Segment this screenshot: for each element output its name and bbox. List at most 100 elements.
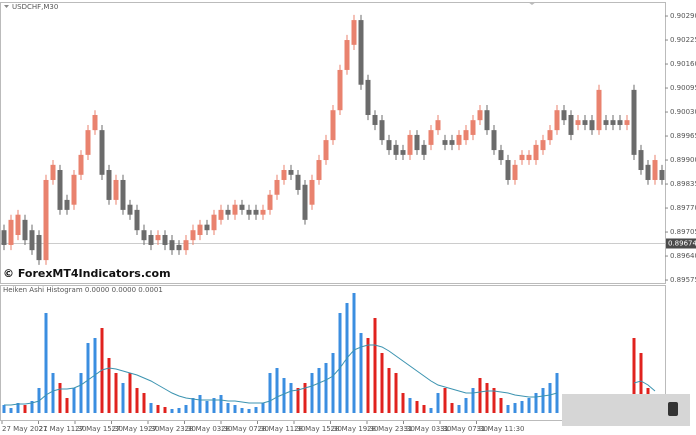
candle-body	[386, 140, 392, 151]
histogram-bar	[107, 358, 111, 413]
histogram-bar	[359, 333, 363, 413]
candle-body	[652, 160, 658, 180]
histogram-bar	[471, 388, 475, 413]
candle-body	[365, 79, 371, 115]
x-tick-label: 27 May 19:30	[112, 425, 160, 433]
candle-body	[127, 204, 133, 215]
histogram-bar	[156, 405, 160, 413]
candle-body	[323, 140, 329, 161]
x-tick-label: 28 May 19:30	[331, 425, 379, 433]
histogram-bar	[163, 407, 167, 413]
candle-body	[155, 234, 161, 241]
histogram-bar	[422, 405, 426, 413]
y-tick-label: 0.89965	[670, 132, 696, 140]
histogram-bar	[135, 388, 139, 413]
histogram-bar	[429, 408, 433, 413]
candle-body	[519, 154, 525, 161]
current-price-box	[666, 238, 696, 249]
candle-body	[631, 89, 637, 155]
histogram-bar	[233, 405, 237, 413]
x-tick-label: 28 May 15:30	[294, 425, 342, 433]
histogram-bar	[373, 318, 377, 413]
candle-body	[344, 40, 350, 70]
histogram-bar	[310, 373, 314, 413]
histogram-bar	[366, 338, 370, 413]
histogram-bar	[198, 395, 202, 413]
candle-body	[218, 209, 224, 220]
histogram-bar	[303, 383, 307, 413]
candle-body	[526, 154, 532, 161]
histogram-bar	[247, 409, 251, 413]
y-tick-label: 0.89705	[670, 228, 696, 236]
candle-body	[540, 140, 546, 151]
histogram-bar	[401, 393, 405, 413]
candle-body	[232, 204, 238, 215]
candle-body	[498, 150, 504, 161]
histogram-bar	[415, 401, 419, 413]
y-tick-label: 0.90225	[670, 36, 696, 44]
candle-body	[71, 174, 77, 205]
candle-body	[197, 224, 203, 235]
histogram-bar	[170, 409, 174, 413]
candle-body	[134, 209, 140, 231]
histogram-bar	[443, 388, 447, 413]
histogram-bar	[212, 398, 216, 413]
histogram-bar	[86, 343, 90, 413]
x-tick-label: 31 May 11:30	[477, 425, 525, 433]
candle-body	[239, 204, 245, 210]
histogram-bar	[289, 383, 293, 413]
histogram-bar	[191, 398, 195, 413]
x-tick-label: 28 May 23:30	[367, 425, 415, 433]
histogram-bar	[317, 368, 321, 413]
histogram-bar	[408, 398, 412, 413]
histogram-bar	[632, 338, 636, 413]
candle-body	[421, 144, 427, 155]
candle-body	[358, 20, 364, 85]
histogram-bar	[142, 393, 146, 413]
histogram-bar	[240, 408, 244, 413]
histogram-bar	[387, 368, 391, 413]
candle-body	[92, 114, 98, 131]
histogram-bar	[23, 405, 27, 413]
candle-body	[659, 170, 665, 180]
histogram-bar	[296, 388, 300, 413]
candle-body	[22, 219, 28, 241]
candle-body	[36, 234, 42, 261]
histogram-bar	[79, 373, 83, 413]
candle-body	[554, 110, 560, 131]
y-tick-label: 0.89575	[670, 276, 696, 284]
histogram-bar	[205, 401, 209, 413]
candle-body	[330, 110, 336, 141]
candle-body	[337, 69, 343, 111]
histogram-bar	[324, 363, 328, 413]
candle-body	[596, 89, 602, 131]
histogram-bar	[149, 403, 153, 413]
symbol-title: USDCHF,M30	[12, 3, 58, 11]
histogram-bar	[541, 388, 545, 413]
candle-body	[400, 150, 406, 155]
candle-body	[15, 214, 21, 235]
histogram-bar	[450, 403, 454, 413]
histogram-bar	[72, 388, 76, 413]
candle-body	[211, 214, 217, 231]
histogram-bar	[16, 403, 20, 413]
scroll-marker	[528, 2, 536, 5]
histogram-bar	[499, 398, 503, 413]
menu-arrow[interactable]	[4, 5, 9, 8]
candle-body	[428, 130, 434, 145]
candle-body	[8, 219, 14, 245]
candle-body	[351, 20, 357, 45]
candle-body	[50, 164, 56, 180]
histogram-bar	[254, 407, 258, 413]
histogram-bar	[478, 378, 482, 413]
x-tick-label: 27 May 2021	[2, 425, 48, 433]
histogram-bar	[457, 405, 461, 413]
candle-body	[260, 209, 266, 215]
candle-body	[246, 209, 252, 215]
histogram-bar	[380, 353, 384, 413]
candle-body	[589, 120, 595, 131]
